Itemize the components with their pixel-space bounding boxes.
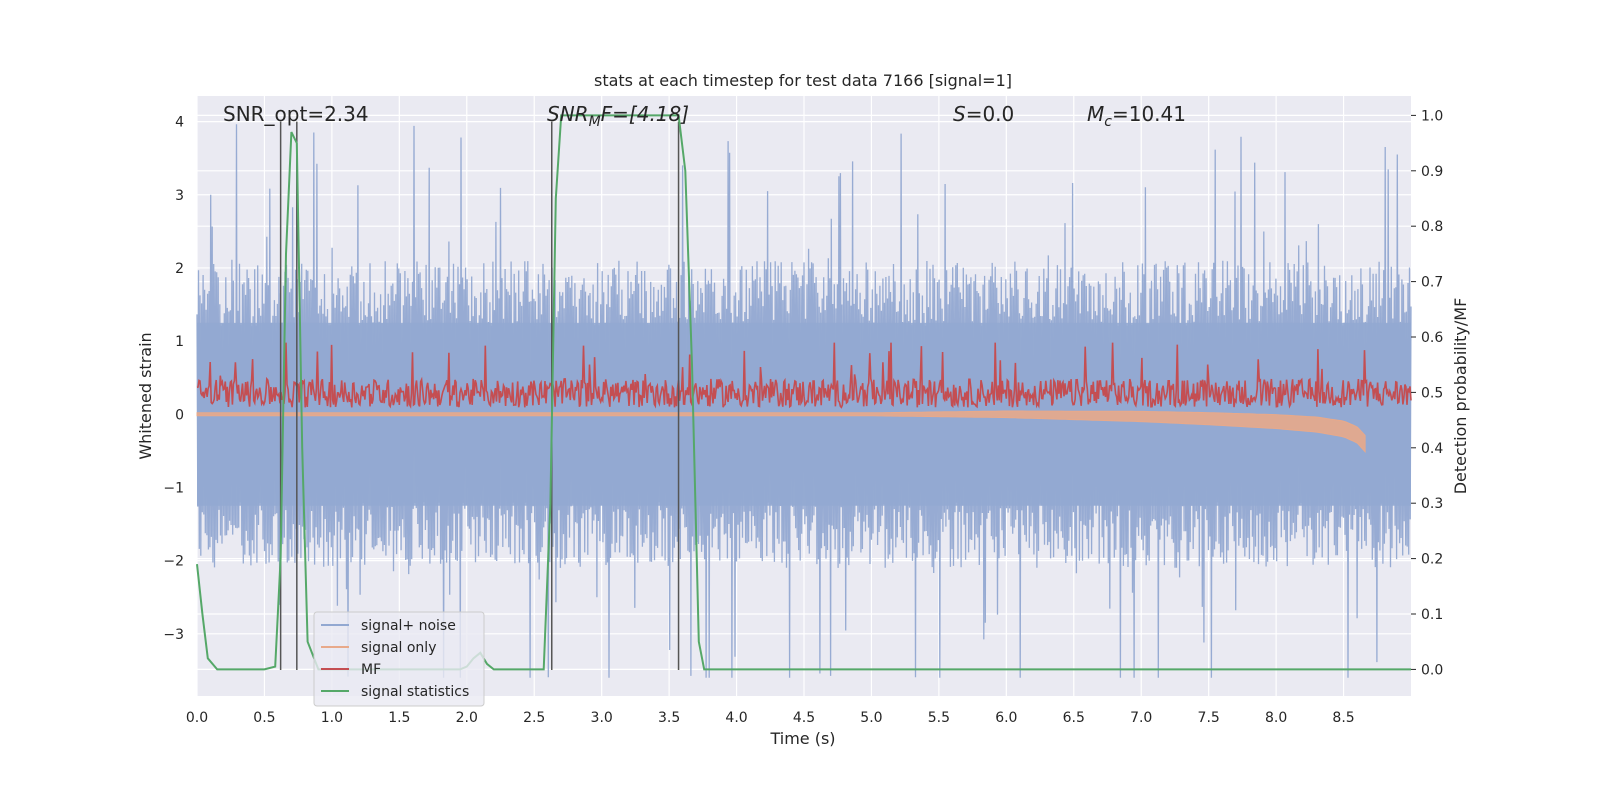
x-tick-label: 7.0 [1130, 710, 1152, 726]
legend-label-stat: signal statistics [361, 684, 469, 700]
legend-box [313, 611, 485, 707]
mc-rest: =10.41 [1112, 102, 1186, 126]
signal-only-line [196, 410, 1366, 453]
left-y-tick-label: −2 [163, 554, 184, 570]
snr-mf-sub: M [589, 114, 601, 130]
right-y-axis-label: Detection probability/MF [1451, 298, 1470, 495]
signal-statistics-series [196, 114, 1411, 671]
x-tick-label: 8.0 [1265, 710, 1287, 726]
mc-annotation: Mc=10.41 [1087, 102, 1186, 130]
right-y-tick-label: 0.6 [1421, 330, 1443, 346]
s-rest: =0.0 [966, 102, 1015, 126]
mf-line [196, 342, 1412, 409]
s-annotation: S=0.0 [953, 102, 1014, 126]
legend-label-signal: signal only [361, 640, 436, 656]
right-y-tick-label: 0.5 [1421, 385, 1443, 401]
right-y-tick-label: 0.3 [1421, 496, 1443, 512]
legend: signal+ noise signal only MF signal stat… [313, 611, 485, 707]
x-tick-label: 7.5 [1198, 710, 1220, 726]
left-y-tick-label: 2 [175, 261, 184, 277]
x-tick-label: 0.0 [186, 710, 208, 726]
x-tick-label: 6.0 [995, 710, 1017, 726]
x-tick-label: 2.0 [456, 710, 478, 726]
x-axis-label: Time (s) [769, 729, 835, 748]
x-tick-label: 1.0 [321, 710, 343, 726]
left-y-tick-label: 0 [175, 407, 184, 423]
x-tick-label: 4.5 [793, 710, 815, 726]
snr-mf-annotation: SNRMF=[4.18] [547, 102, 689, 130]
x-tick-label: 5.0 [860, 710, 882, 726]
x-tick-label: 1.5 [388, 710, 410, 726]
snr-mf-main: SNR [547, 102, 589, 126]
left-y-tick-label: 3 [175, 188, 184, 204]
signal-only-series [196, 410, 1366, 453]
legend-label-mf: MF [361, 662, 381, 678]
chart-title: stats at each timestep for test data 716… [594, 71, 1012, 90]
x-tick-label: 0.5 [253, 710, 275, 726]
right-y-tick-labels: 1.0 0.9 0.8 0.7 0.6 0.5 0.4 0.3 0.2 0.1 0.0 [1411, 108, 1443, 678]
left-y-axis-label: Whitened strain [136, 332, 155, 459]
x-tick-label: 8.5 [1332, 710, 1354, 726]
right-y-tick-label: 0.1 [1421, 607, 1443, 623]
legend-label-noise: signal+ noise [361, 618, 456, 634]
mc-main: M [1087, 102, 1104, 126]
x-tick-label: 4.0 [725, 710, 747, 726]
left-y-tick-label: −3 [163, 627, 184, 643]
right-y-tick-label: 0.0 [1421, 662, 1443, 678]
mc-sub: c [1104, 114, 1112, 130]
left-y-tick-label: 1 [175, 334, 184, 350]
x-tick-label: 6.5 [1063, 710, 1085, 726]
right-y-tick-label: 0.9 [1421, 164, 1443, 180]
left-y-tick-label: 4 [175, 115, 184, 131]
right-y-tick-label: 1.0 [1421, 108, 1443, 124]
s-main: S [953, 102, 966, 126]
signal-statistics-line [196, 114, 1411, 671]
x-tick-label: 5.5 [928, 710, 950, 726]
left-y-tick-labels: 4 3 2 1 0 −1 −2 −3 [163, 115, 184, 643]
right-y-tick-label: 0.7 [1421, 275, 1443, 291]
x-tick-label: 3.0 [591, 710, 613, 726]
snr-opt-annotation: SNR_opt=2.34 [223, 102, 369, 126]
left-y-tick-label: −1 [163, 480, 184, 496]
x-tick-label: 3.5 [658, 710, 680, 726]
right-y-tick-label: 0.2 [1421, 552, 1443, 568]
right-y-tick-label: 0.8 [1421, 219, 1443, 235]
snr-mf-rest: F=[4.18] [601, 102, 689, 126]
mf-series [196, 342, 1412, 409]
right-y-tick-label: 0.4 [1421, 441, 1443, 457]
x-tick-labels: 0.0 0.5 1.0 1.5 2.0 2.5 3.0 3.5 4.0 4.5 5.0 5.5 6.0 6… [186, 710, 1355, 726]
x-tick-label: 2.5 [523, 710, 545, 726]
